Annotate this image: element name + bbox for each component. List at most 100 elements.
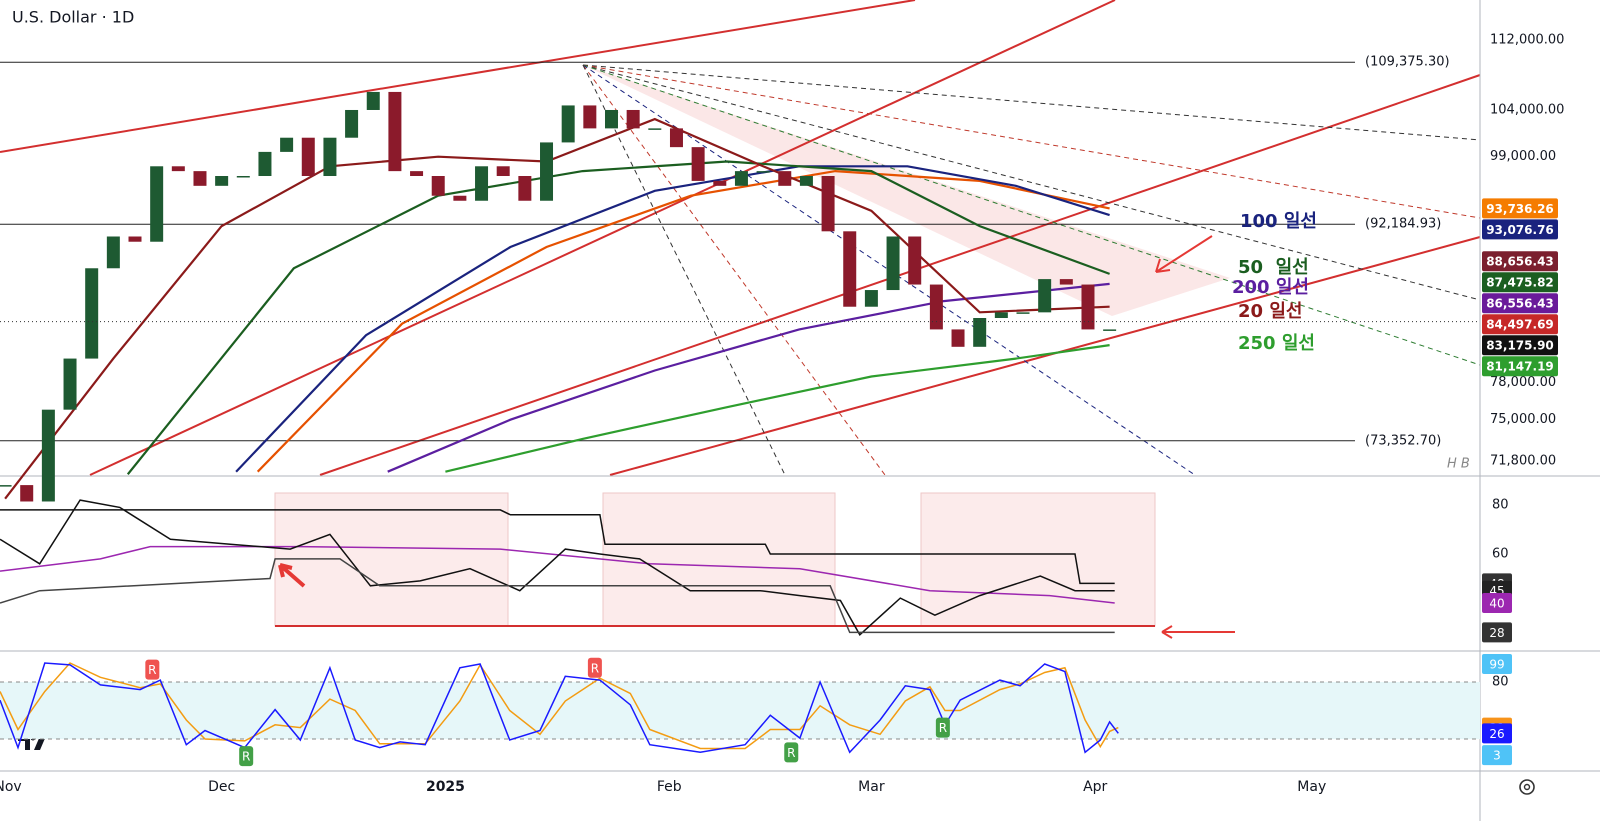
price-badge-label: 83,175.90 [1486,339,1554,353]
candle [85,268,99,359]
trend-lines [0,0,1481,476]
series-line [0,662,1119,754]
price-badge-label: 93,076.76 [1486,223,1554,237]
series-line [235,165,1110,473]
candle [280,137,294,152]
signal-marker [239,746,254,767]
candle [713,180,727,186]
value-badge-label: 99 [1489,657,1504,671]
price-badge-label: 87,475.82 [1486,276,1554,290]
ma-annotation: 50 일선 [1238,257,1309,278]
value-badge-label: 28 [1489,626,1504,640]
series-line [0,509,1115,585]
ma-annotation: 20 일선 [1238,301,1302,322]
level-label: (92,184.93) [1365,217,1441,232]
price-badge [1482,251,1558,272]
candle [388,91,402,172]
x-tick-label: 2025 [426,779,465,795]
candle [128,236,142,242]
x-tick-label: Apr [1083,779,1107,795]
candle [63,358,77,410]
series-line [0,545,1115,604]
price-badge [1482,335,1558,356]
candle [496,166,510,177]
candle [345,109,359,138]
candle [1059,279,1073,285]
y-tick-label: 80 [1492,497,1509,512]
fan-lines [582,64,1481,476]
y-tick-label: 80 [1492,675,1509,690]
candle [669,128,683,148]
ma-annotation: 200 일선 [1232,277,1309,298]
candle [236,176,250,178]
x-tick-label: Dec [208,779,235,795]
series-line [445,344,1110,473]
price-badge-label: 84,497.69 [1486,318,1554,332]
price-badge-label: 93,736.26 [1486,202,1554,216]
chart-title: U.S. Dollar · 1D [12,8,134,27]
x-tick-label: May [1297,779,1326,795]
candle [648,128,662,130]
price-badge-label: 81,147.19 [1486,360,1554,374]
candle [734,171,748,186]
candle [0,485,12,487]
candle [604,109,618,129]
candle [778,171,792,186]
candle [453,195,467,201]
y-tick-label: 104,000.00 [1490,102,1564,117]
candle [799,176,813,186]
candle [994,312,1008,319]
price-badge-label: 86,556.43 [1486,297,1554,311]
candle [431,176,445,196]
value-badge [1482,723,1512,744]
candle [1016,312,1030,314]
candle [410,171,424,177]
candle [583,105,597,129]
signal-marker [587,657,602,678]
y-tick-label: 78,000.00 [1490,375,1556,390]
candle [973,318,987,347]
value-badge-label: 3 [1493,749,1501,763]
signal-label: R [242,750,250,764]
y-tick-label: 112,000.00 [1490,32,1564,47]
watermark: H B [1447,457,1470,472]
signal-marker [784,742,799,763]
candle [540,142,554,201]
y-tick-label: 71,800.00 [1490,454,1556,469]
candle [886,236,900,291]
value-badge-label: 26 [1489,727,1504,741]
candle [864,290,878,307]
signal-marker [935,717,950,738]
x-tick-label: Nov [0,779,22,795]
candle [908,236,922,285]
value-badge-label: 40 [1489,596,1504,610]
candle [20,485,34,502]
price-badge [1482,356,1558,377]
price-badge [1482,272,1558,293]
price-badge [1482,219,1558,240]
value-badge [1482,622,1512,643]
value-badge [1482,653,1512,674]
candle [193,171,207,186]
price-badge [1482,314,1558,335]
arrows [278,235,1235,639]
candle [215,176,229,186]
level-label: (109,375.30) [1365,55,1450,70]
series-line [0,558,1115,634]
value-badge [1482,745,1512,766]
candle [821,176,835,232]
signal-marker [145,659,160,680]
series-line [0,662,1119,750]
y-tick-label: 99,000.00 [1490,149,1556,164]
candle [150,166,164,242]
y-tick-label: 75,000.00 [1490,412,1556,427]
zone-boxes [274,492,1156,627]
candle [301,137,315,177]
candle [929,284,943,330]
settings-icon[interactable] [1519,779,1535,795]
signal-label: R [591,661,599,675]
candle [106,236,120,269]
